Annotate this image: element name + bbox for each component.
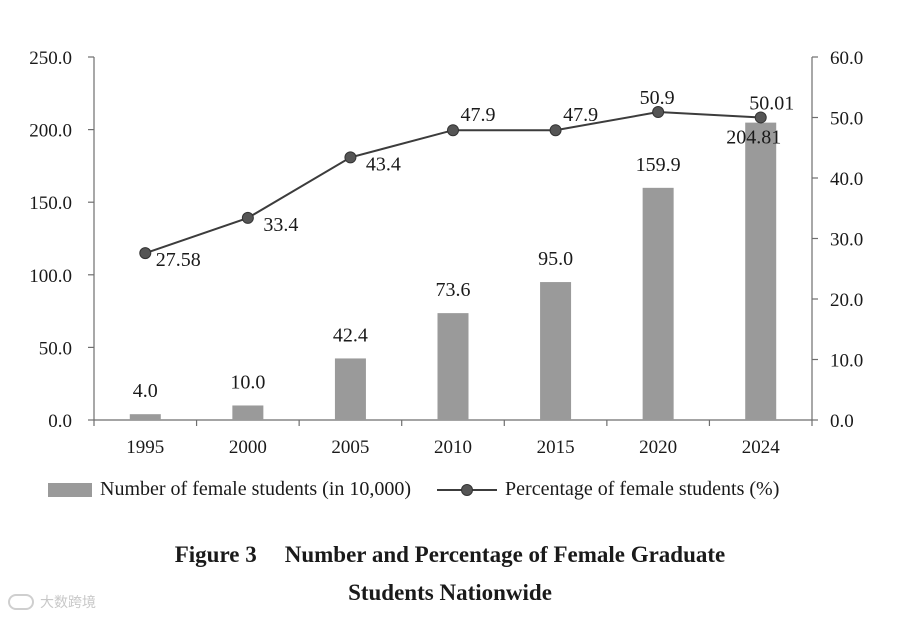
y-right-tick-label: 20.0 [830, 290, 863, 311]
line-point [139, 247, 152, 260]
bar-data-label: 159.9 [636, 154, 681, 176]
y-left-tick-label: 200.0 [29, 121, 72, 142]
bar [437, 313, 469, 420]
line-point [754, 111, 767, 124]
x-tick-label: 2000 [229, 437, 267, 458]
y-right-tick-label: 0.0 [830, 411, 854, 432]
legend: Number of female students (in 10,000) Pe… [48, 478, 779, 501]
y-left-tick-label: 50.0 [39, 338, 72, 359]
legend-item-line: Percentage of female students (%) [411, 478, 779, 501]
y-left-tick-label: 100.0 [29, 266, 72, 287]
bar [334, 358, 366, 420]
bar-data-label: 95.0 [538, 248, 573, 270]
y-left-tick-label: 250.0 [29, 48, 72, 69]
y-right-tick-label: 10.0 [830, 351, 863, 372]
y-right-tick-label: 30.0 [830, 230, 863, 251]
line-data-label: 43.4 [366, 153, 401, 175]
line-data-label: 27.58 [156, 249, 201, 271]
y-left-tick-label: 150.0 [29, 193, 72, 214]
line-data-label: 33.4 [263, 214, 298, 236]
figure-number: Figure 3 [174, 542, 257, 567]
bar-data-label: 4.0 [133, 380, 158, 402]
watermark-text: 大数跨境 [40, 595, 96, 611]
line-data-label: 50.9 [640, 87, 675, 109]
y-right-tick-label: 50.0 [830, 109, 863, 130]
line-data-label: 47.9 [461, 104, 496, 126]
watermark: 大数跨境 [8, 592, 96, 612]
x-tick-label: 2024 [742, 437, 781, 458]
legend-line-label: Percentage of female students (%) [505, 478, 780, 500]
line-point [549, 124, 562, 137]
line-data-label: 50.01 [749, 92, 794, 114]
x-tick-label: 2020 [639, 437, 677, 458]
bar [642, 187, 674, 420]
legend-bar-swatch [48, 482, 92, 497]
bar-data-label: 42.4 [333, 324, 368, 346]
line-data-label: 47.9 [563, 104, 598, 126]
legend-item-bar: Number of female students (in 10,000) [48, 478, 411, 501]
bar-data-label: 204.81 [726, 127, 781, 149]
chart: 0.0 50.0 100.0 150.0 200.0 250.0 0.0 10.0 20.0 30… [29, 48, 863, 458]
bar [540, 282, 572, 420]
legend-bar-label: Number of female students (in 10,000) [100, 478, 412, 500]
line-point [652, 106, 665, 119]
watermark-logo-icon [8, 594, 34, 610]
line-point [447, 124, 459, 137]
legend-line-swatch [437, 480, 498, 500]
x-tick-label: 2015 [537, 437, 575, 458]
caption-title-1: Number and Percentage of Female Graduate [284, 542, 726, 567]
bar-data-label: 10.0 [230, 371, 265, 393]
caption-line-1: Figure 3 Number and Percentage of Female … [0, 536, 900, 574]
bar [232, 405, 264, 420]
line-point [344, 151, 357, 164]
line-point [241, 211, 254, 224]
x-tick-label: 1995 [126, 437, 164, 458]
x-tick-label: 2005 [331, 437, 369, 458]
figure-caption: Figure 3 Number and Percentage of Female … [0, 536, 900, 612]
y-left-tick-label: 0.0 [48, 411, 72, 432]
y-right-tick-label: 40.0 [830, 169, 863, 190]
x-tick-label: 2010 [434, 437, 472, 458]
bar [129, 414, 161, 420]
bar [745, 122, 777, 421]
caption-title-2: Students Nationwide [348, 580, 552, 605]
y-right-tick-label: 60.0 [830, 48, 863, 69]
bar-data-label: 73.6 [436, 279, 471, 301]
